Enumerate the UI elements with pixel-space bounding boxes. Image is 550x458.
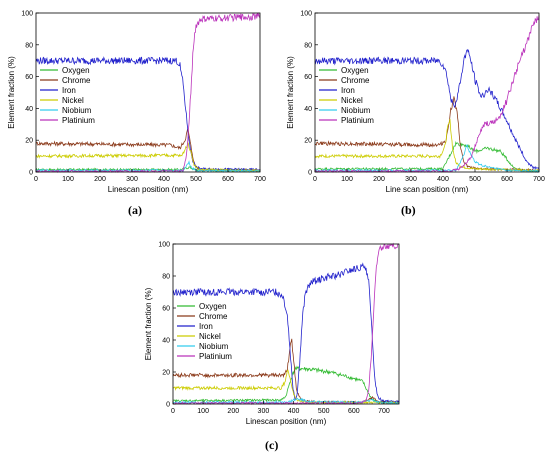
y-tick-label: 100: [300, 11, 312, 18]
x-tick-label: 700: [254, 176, 266, 183]
chart-panel-c: 0 100 200 300 400 500 600 700 0 20 40 60 80 100 Linesc…: [137, 230, 412, 458]
y-tick-label: 40: [304, 106, 312, 113]
y-tick-label: 60: [162, 306, 170, 313]
y-tick-label: 40: [162, 338, 170, 345]
plot-frame: [314, 12, 540, 173]
legend-label-nickel: Nickel: [62, 96, 84, 105]
series-line-oxygen: [172, 365, 400, 405]
legend-label-nickel: Nickel: [199, 332, 221, 341]
legend-label-oxygen: Oxygen: [199, 302, 227, 311]
x-tick-label: 100: [197, 408, 209, 415]
x-axis-label: Linescan position (nm): [108, 185, 189, 194]
x-tick-label: 0: [171, 408, 175, 415]
chart-panel-a: 0 100 200 300 400 500 600 700 0 20 40 60 80 100 Linesc…: [0, 0, 275, 226]
legend-label-nickel: Nickel: [341, 96, 363, 105]
y-tick-label: 80: [25, 42, 33, 49]
x-tick-label: 600: [501, 176, 513, 183]
x-tick-label: 500: [318, 408, 330, 415]
x-tick-label: 300: [405, 176, 417, 183]
y-tick-label: 20: [25, 138, 33, 145]
caption-b: (b): [401, 203, 416, 217]
y-tick-label: 80: [162, 274, 170, 281]
y-tick-label: 20: [304, 138, 312, 145]
series-line-iron: [314, 48, 540, 171]
x-tick-label: 300: [126, 176, 138, 183]
y-tick-label: 0: [29, 170, 33, 177]
series-line-nickel: [314, 118, 540, 173]
legend-label-iron: Iron: [341, 86, 355, 95]
caption-a: (a): [128, 203, 142, 217]
x-axis-label: Linescan position (nm): [246, 417, 327, 426]
x-tick-label: 500: [190, 176, 202, 183]
x-tick-label: 200: [94, 176, 106, 183]
y-tick-label: 0: [166, 402, 170, 409]
legend-label-platinium: Platinium: [341, 116, 374, 125]
x-tick-label: 300: [258, 408, 270, 415]
y-tick-label: 0: [308, 170, 312, 177]
chart-a-svg: 0 100 200 300 400 500 600 700 0 20 40 60 80 100 Linesc…: [7, 11, 266, 195]
plot-frame: [172, 243, 400, 405]
x-tick-label: 0: [34, 176, 38, 183]
x-tick-label: 100: [341, 176, 353, 183]
x-tick-label: 700: [533, 176, 545, 183]
y-tick-label: 100: [158, 242, 170, 249]
legend-label-iron: Iron: [62, 86, 76, 95]
legend-label-platinium: Platinium: [62, 116, 95, 125]
legend-label-niobium: Niobium: [62, 106, 92, 115]
x-tick-label: 100: [62, 176, 74, 183]
y-axis-label: Element fraction (%): [144, 287, 153, 360]
legend-label-oxygen: Oxygen: [341, 66, 369, 75]
legend-label-platinium: Platinium: [199, 352, 232, 361]
y-axis-label: Element fraction (%): [286, 56, 295, 129]
series-line-chrome: [35, 127, 261, 173]
series-line-platinium: [172, 242, 399, 406]
x-tick-label: 400: [437, 176, 449, 183]
series-line-iron: [172, 262, 400, 403]
x-tick-label: 600: [222, 176, 234, 183]
x-tick-label: 200: [227, 408, 239, 415]
x-tick-label: 400: [288, 408, 300, 415]
y-tick-label: 40: [25, 106, 33, 113]
series-line-niobium: [35, 160, 261, 174]
legend-label-iron: Iron: [199, 322, 213, 331]
y-tick-label: 60: [25, 74, 33, 81]
chart-panel-b: 0 100 200 300 400 500 600 700 0 20 40 60 80 100 Line s…: [275, 0, 550, 226]
y-tick-label: 20: [162, 370, 170, 377]
legend-label-chrome: Chrome: [341, 76, 370, 85]
y-tick-label: 60: [304, 74, 312, 81]
chart-c-svg: 0 100 200 300 400 500 600 700 0 20 40 60 80 100 Linesc…: [144, 242, 400, 426]
x-tick-label: 700: [378, 408, 390, 415]
series-line-platinium: [314, 15, 540, 174]
y-tick-label: 80: [304, 42, 312, 49]
legend-label-niobium: Niobium: [341, 106, 371, 115]
legend-label-oxygen: Oxygen: [62, 66, 90, 75]
caption-c: (c): [265, 438, 279, 452]
legend-label-chrome: Chrome: [62, 76, 91, 85]
x-axis-label: Line scan position (nm): [386, 185, 469, 194]
y-tick-label: 100: [21, 11, 33, 18]
legend-label-niobium: Niobium: [199, 342, 229, 351]
x-tick-label: 0: [313, 176, 317, 183]
x-tick-label: 200: [373, 176, 385, 183]
legend-label-chrome: Chrome: [199, 312, 228, 321]
series-line-oxygen: [314, 140, 540, 173]
chart-b-svg: 0 100 200 300 400 500 600 700 0 20 40 60 80 100 Line s…: [286, 11, 545, 195]
plot-frame: [35, 12, 261, 173]
x-tick-label: 600: [348, 408, 360, 415]
x-tick-label: 500: [469, 176, 481, 183]
x-tick-label: 400: [158, 176, 170, 183]
series-line-nickel: [35, 140, 261, 173]
y-axis-label: Element fraction (%): [7, 56, 16, 129]
